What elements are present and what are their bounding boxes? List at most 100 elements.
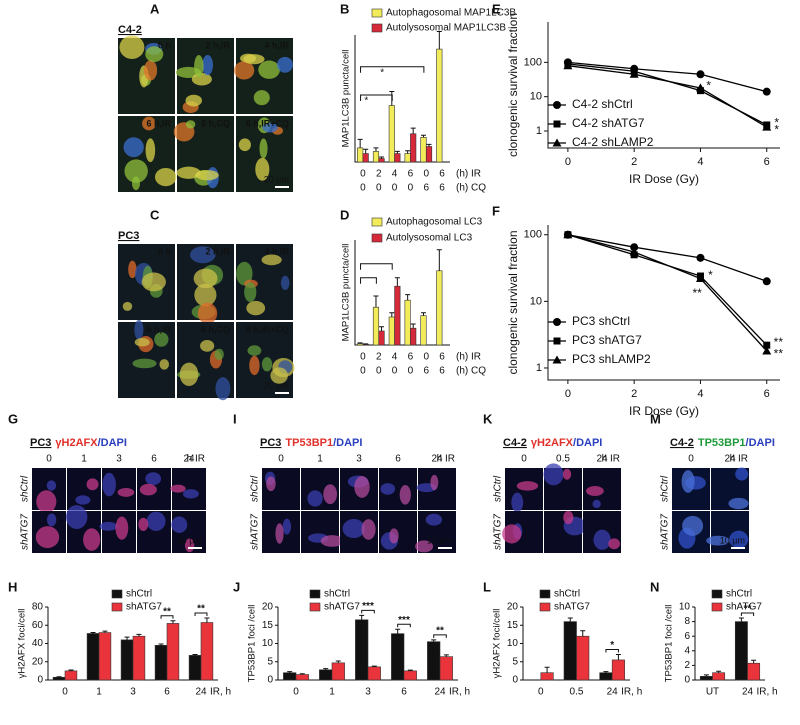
legend-swatch (309, 602, 321, 612)
axis (354, 240, 450, 346)
error-bar (394, 277, 400, 287)
y-tick-label: 8 (684, 616, 690, 627)
cell-blob (142, 116, 156, 131)
point (563, 230, 573, 239)
panel-letter: L (483, 579, 491, 594)
cell-blob (185, 120, 196, 129)
cell-blob (323, 484, 338, 505)
cell-label: 2 h,IR (205, 40, 230, 50)
legend-swatch (711, 589, 723, 599)
bracket (194, 612, 208, 616)
panel-letter: K (483, 411, 493, 426)
x-tick-label: 2 (631, 388, 637, 400)
error-bar (357, 138, 363, 148)
error-bar (716, 670, 722, 673)
cell-blob (194, 54, 204, 78)
x-tick-label: 0 (408, 183, 414, 194)
cell-blob (415, 540, 434, 553)
point (630, 243, 639, 252)
x-tick-label: 4 (697, 388, 703, 400)
column-label: 24 (724, 454, 736, 465)
cell-blob (134, 338, 150, 347)
legend-label: Autolysosomal MAP1LC3B (386, 23, 506, 34)
y-tick-label: 10 (262, 638, 274, 649)
cell-blob (236, 261, 253, 286)
panel-letter: E (492, 1, 501, 16)
point (696, 70, 705, 79)
error-bar (158, 643, 164, 646)
cell-blob (134, 319, 144, 340)
cell-blob (247, 345, 262, 356)
cell-blob (128, 260, 137, 279)
cell-blob (681, 470, 695, 493)
x-tick-label: 6 (764, 388, 770, 400)
significance: ** (692, 286, 702, 300)
bar (734, 621, 748, 681)
panel-letter: I (233, 411, 237, 426)
x-tick-label: 0 (538, 687, 544, 698)
cell-blob (277, 56, 293, 73)
x-row-label: (h) IR (456, 352, 481, 363)
bracket (605, 648, 619, 653)
error-bar (299, 673, 305, 675)
cell-blob (307, 490, 323, 507)
title-part: TP53BP1 (285, 437, 333, 449)
panel-title: PC3 (118, 230, 139, 242)
bar (391, 633, 405, 681)
x-axis-label: IR Dose (Gy) (629, 404, 699, 418)
x-tick-label: 2 (376, 169, 382, 180)
cell-blob (261, 357, 273, 372)
scale-bar-label: 10 µm (427, 535, 452, 545)
legend-label: shATG7 (324, 602, 360, 613)
cell-label: 0 h (158, 40, 171, 50)
cell-blob (182, 489, 199, 499)
cell-blob (234, 61, 255, 80)
cell-blob (543, 463, 564, 486)
column-label: 0 (688, 454, 694, 465)
error-bar (394, 150, 400, 154)
x-tick-label: 0 (360, 169, 366, 180)
bar (357, 147, 364, 163)
x-tick-label: 0.5 (570, 687, 584, 698)
title-part: PC3 (30, 437, 51, 449)
x-tick-label: 6 (439, 169, 445, 180)
error-bar (751, 659, 757, 664)
panel-letter: M (650, 411, 661, 426)
error-bar (395, 628, 401, 634)
y-tick-label: 10 (507, 638, 519, 649)
x-tick-label: 0 (565, 388, 571, 400)
bar (367, 666, 381, 681)
title-part: PC3 (118, 230, 139, 242)
cell-blob (99, 521, 118, 531)
cell-blob (562, 468, 572, 480)
cell-blob (154, 332, 169, 347)
scale-bar-label: 20 µm (264, 174, 289, 184)
legend-label: Autophagosomal LC3 (386, 217, 483, 228)
panel-letter: J (233, 579, 240, 594)
cell-blob (159, 359, 170, 370)
cell-blob (185, 94, 202, 107)
cell-blob (244, 282, 257, 303)
bar (699, 676, 713, 681)
cell-blob (342, 519, 366, 539)
x-tick-label: 0 (360, 352, 366, 363)
legend-label: Autophagosomal MAP1LC3B (386, 8, 516, 19)
y-axis-label: TP53BP1 foci /cell (664, 605, 675, 683)
bracket (360, 277, 377, 284)
legend-swatch (371, 217, 383, 227)
x-tick-label: 4 (697, 156, 703, 168)
row-label: shATG7 (250, 514, 261, 550)
error-bar (615, 653, 621, 660)
error-bar (703, 674, 709, 677)
x-row-label: (h) IR (456, 169, 481, 180)
panel-letter: A (150, 1, 160, 16)
cell-blob (179, 362, 199, 387)
cell-blob (238, 138, 251, 152)
title-part: C4-2 (118, 24, 142, 36)
bar (357, 343, 364, 346)
cell-blob (146, 511, 166, 531)
bar (388, 316, 395, 346)
cell-blob (143, 60, 158, 81)
bar (394, 153, 401, 163)
x-tick-label: UT (706, 687, 719, 698)
